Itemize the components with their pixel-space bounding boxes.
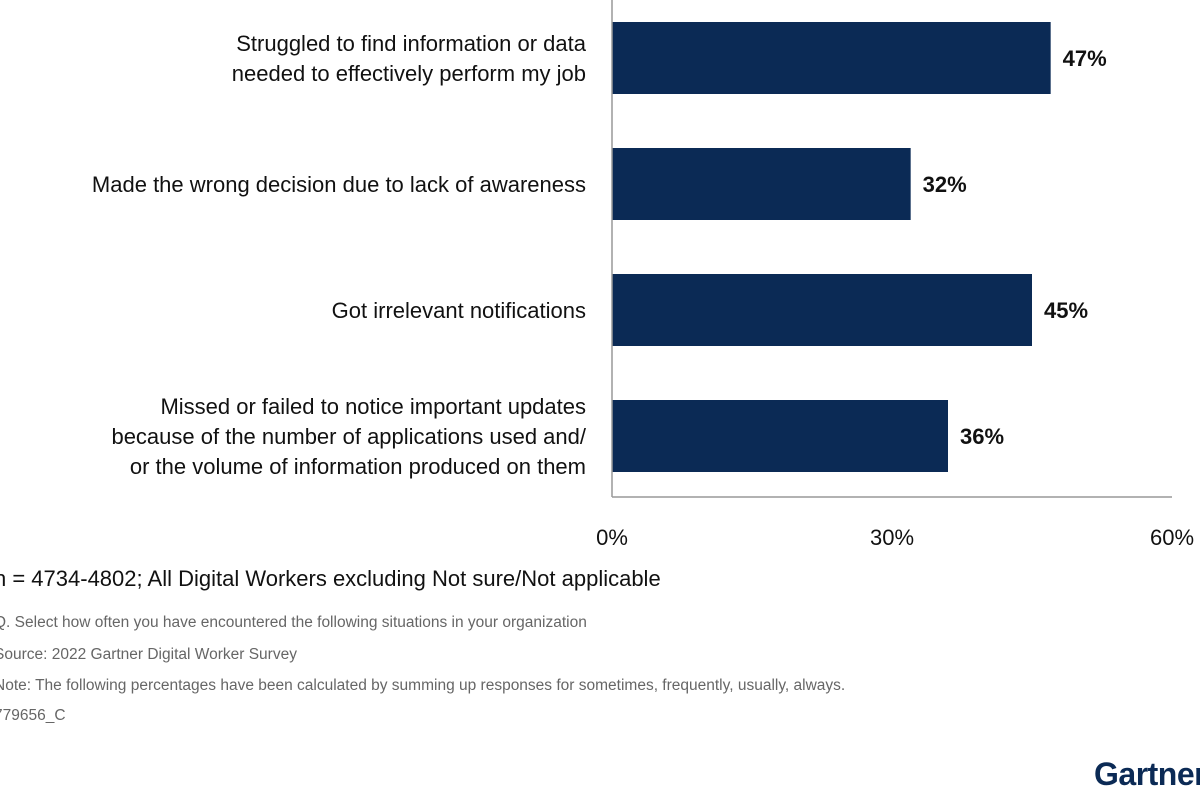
bar [612,148,911,220]
footnote: Note: The following percentages have bee… [0,677,846,694]
category-label: Got irrelevant notifications [332,298,586,323]
bar [612,400,948,472]
category-label: Missed or failed to notice important upd… [160,394,586,419]
data-label: 32% [923,172,967,197]
data-label: 36% [960,424,1004,449]
source-note: Source: 2022 Gartner Digital Worker Surv… [0,646,297,663]
category-label: or the volume of information produced on… [130,454,586,479]
data-label: 47% [1063,46,1107,71]
category-label: Struggled to find information or data [236,31,587,56]
category-label: because of the number of applications us… [111,424,586,449]
bar [612,274,1032,346]
figure-id: 779656_C [0,707,66,724]
bar [612,22,1051,94]
category-label: needed to effectively perform my job [232,61,586,86]
category-label: Made the wrong decision due to lack of a… [92,172,586,197]
question-note: Q. Select how often you have encountered… [0,614,587,631]
x-tick-label: 30% [870,525,914,550]
data-label: 45% [1044,298,1088,323]
x-tick-label: 0% [596,525,628,550]
sample-note: n = 4734-4802; All Digital Workers exclu… [0,566,661,591]
bar-chart: 47% Struggled to find information or data… [92,0,1194,550]
x-tick-label: 60% [1150,525,1194,550]
gartner-logo: Gartner [1094,756,1200,792]
